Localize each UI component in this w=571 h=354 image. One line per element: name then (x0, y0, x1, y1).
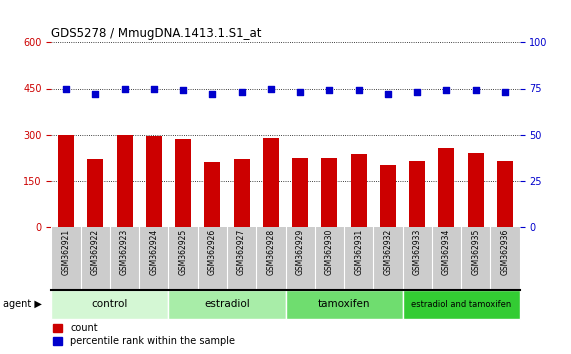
Text: GSM362933: GSM362933 (413, 228, 422, 275)
Text: estradiol: estradiol (204, 299, 250, 309)
Text: agent ▶: agent ▶ (3, 299, 42, 309)
Legend: count, percentile rank within the sample: count, percentile rank within the sample (53, 324, 235, 346)
Point (62, 86, 71, 91)
Text: GSM362921: GSM362921 (62, 228, 71, 275)
Text: GSM362926: GSM362926 (208, 228, 217, 275)
Point (325, 87, 334, 93)
Bar (497, 161, 513, 227)
Text: GSM362922: GSM362922 (91, 228, 100, 275)
Bar (468, 153, 484, 227)
Point (296, 89, 305, 95)
Text: GSM362931: GSM362931 (354, 228, 363, 275)
Bar (409, 161, 425, 227)
Bar (292, 158, 308, 227)
Bar (204, 162, 220, 227)
Bar (380, 165, 396, 227)
Text: GSM362925: GSM362925 (179, 228, 188, 275)
Text: GSM362934: GSM362934 (442, 228, 451, 275)
Bar (286, 290, 403, 319)
Point (471, 87, 480, 93)
Bar (321, 158, 337, 227)
Text: GSM362930: GSM362930 (325, 228, 334, 275)
Bar (51, 290, 168, 319)
Point (500, 89, 509, 95)
Text: GSM362935: GSM362935 (471, 228, 480, 275)
Text: GSM362929: GSM362929 (296, 228, 305, 275)
Text: GSM362932: GSM362932 (383, 228, 392, 275)
Point (266, 86, 275, 91)
Bar (439, 148, 455, 227)
Bar (351, 154, 367, 227)
Point (91, 91, 100, 97)
Bar (87, 159, 103, 227)
Text: GSM362924: GSM362924 (149, 228, 158, 275)
Bar (146, 136, 162, 227)
Point (179, 87, 188, 93)
Point (354, 87, 363, 93)
Text: control: control (92, 299, 128, 309)
Point (149, 86, 158, 91)
Bar (58, 135, 74, 227)
Text: GDS5278 / MmugDNA.1413.1.S1_at: GDS5278 / MmugDNA.1413.1.S1_at (51, 27, 262, 40)
Bar (403, 290, 520, 319)
Bar (168, 290, 286, 319)
Point (383, 91, 392, 97)
Point (413, 89, 422, 95)
Point (120, 86, 129, 91)
Point (237, 89, 246, 95)
Point (208, 91, 217, 97)
Point (442, 87, 451, 93)
Text: GSM362923: GSM362923 (120, 228, 129, 275)
Bar (234, 159, 250, 227)
Text: tamoxifen: tamoxifen (318, 299, 370, 309)
Text: GSM362928: GSM362928 (266, 228, 275, 275)
Bar (116, 135, 132, 227)
Bar (175, 139, 191, 227)
Bar (263, 138, 279, 227)
Text: GSM362927: GSM362927 (237, 228, 246, 275)
Text: estradiol and tamoxifen: estradiol and tamoxifen (411, 300, 511, 309)
Text: GSM362936: GSM362936 (500, 228, 509, 275)
